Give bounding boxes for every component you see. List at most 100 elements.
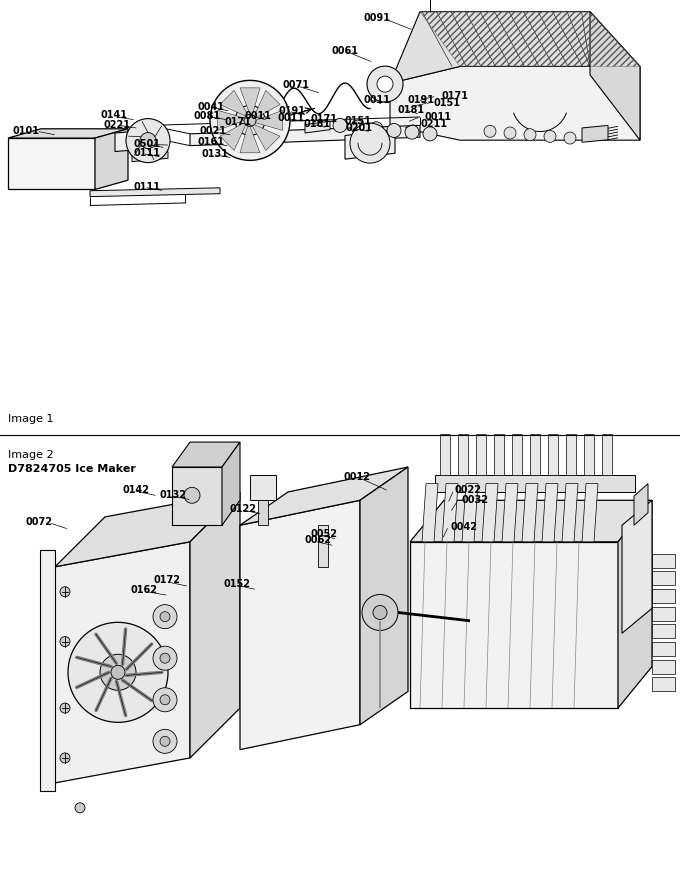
Polygon shape [634, 484, 648, 525]
Text: Image 2: Image 2 [8, 450, 54, 460]
Text: 0081: 0081 [193, 111, 220, 121]
Polygon shape [548, 434, 558, 476]
Circle shape [377, 77, 393, 93]
Polygon shape [652, 625, 675, 639]
Polygon shape [252, 126, 280, 152]
Polygon shape [95, 129, 128, 190]
Circle shape [351, 121, 365, 135]
Polygon shape [476, 434, 486, 476]
Polygon shape [220, 123, 245, 152]
Polygon shape [390, 67, 640, 141]
Text: 0101: 0101 [12, 126, 39, 136]
Polygon shape [494, 434, 504, 476]
Polygon shape [360, 468, 408, 725]
Polygon shape [220, 91, 248, 117]
Polygon shape [652, 589, 675, 603]
Polygon shape [55, 542, 190, 783]
Polygon shape [115, 129, 165, 152]
Polygon shape [240, 127, 260, 153]
Polygon shape [502, 484, 518, 542]
Polygon shape [250, 476, 276, 501]
Polygon shape [522, 484, 538, 542]
Text: 0071: 0071 [282, 80, 309, 90]
Circle shape [362, 595, 398, 631]
Text: 0171: 0171 [224, 117, 252, 127]
Circle shape [350, 124, 390, 164]
Polygon shape [55, 493, 240, 567]
Circle shape [367, 67, 403, 103]
Polygon shape [582, 127, 608, 144]
Polygon shape [254, 91, 280, 119]
Circle shape [235, 106, 265, 136]
Polygon shape [240, 468, 408, 525]
Circle shape [140, 134, 156, 150]
Text: 0111: 0111 [133, 182, 160, 192]
Polygon shape [240, 501, 360, 750]
Circle shape [153, 647, 177, 671]
Circle shape [126, 120, 170, 163]
Polygon shape [258, 501, 268, 525]
Circle shape [75, 803, 85, 812]
Polygon shape [652, 554, 675, 568]
Polygon shape [566, 434, 576, 476]
Circle shape [68, 623, 168, 722]
Circle shape [60, 637, 70, 647]
Text: 0122: 0122 [230, 503, 257, 513]
Text: 0111: 0111 [133, 148, 160, 159]
Polygon shape [222, 443, 240, 525]
Polygon shape [8, 139, 95, 190]
Text: 0052: 0052 [310, 528, 337, 538]
Polygon shape [530, 434, 540, 476]
Text: 0171: 0171 [442, 91, 469, 101]
Polygon shape [8, 129, 128, 139]
Polygon shape [590, 12, 640, 141]
Polygon shape [462, 484, 478, 542]
Polygon shape [410, 501, 652, 542]
Text: 0141: 0141 [101, 111, 128, 120]
Text: 0061: 0061 [332, 45, 359, 56]
Circle shape [160, 654, 170, 664]
Circle shape [210, 82, 290, 161]
Polygon shape [602, 434, 612, 476]
Text: 0181: 0181 [303, 119, 330, 128]
Polygon shape [652, 678, 675, 692]
Polygon shape [132, 152, 168, 162]
Polygon shape [410, 542, 618, 708]
Text: D7824705 Ice Maker: D7824705 Ice Maker [8, 464, 136, 474]
Text: 0172: 0172 [154, 575, 181, 585]
Circle shape [160, 612, 170, 622]
Circle shape [100, 655, 136, 690]
Circle shape [423, 128, 437, 142]
Circle shape [244, 115, 256, 128]
Circle shape [153, 729, 177, 753]
Circle shape [153, 688, 177, 712]
Text: 0152: 0152 [223, 578, 250, 588]
Circle shape [484, 126, 496, 138]
Polygon shape [172, 443, 240, 468]
Circle shape [369, 122, 383, 136]
Text: 0171: 0171 [310, 113, 337, 124]
Text: 0011: 0011 [424, 112, 452, 122]
Circle shape [60, 703, 70, 713]
Polygon shape [390, 12, 640, 84]
Polygon shape [345, 130, 395, 160]
Circle shape [111, 665, 125, 680]
Polygon shape [256, 111, 282, 131]
Text: 0131: 0131 [201, 149, 228, 159]
Polygon shape [542, 484, 558, 542]
Text: 0011: 0011 [364, 95, 391, 105]
Circle shape [373, 606, 387, 620]
Circle shape [60, 753, 70, 763]
Text: 0151: 0151 [344, 116, 371, 126]
Polygon shape [652, 571, 675, 586]
Polygon shape [172, 468, 222, 525]
Text: 0142: 0142 [122, 484, 150, 494]
Polygon shape [190, 127, 420, 146]
Text: 0032: 0032 [461, 495, 488, 505]
Polygon shape [622, 501, 652, 633]
Text: 0221: 0221 [103, 120, 131, 129]
Text: 0021: 0021 [200, 127, 227, 136]
Text: 0161: 0161 [197, 137, 224, 147]
Text: 0191: 0191 [279, 106, 306, 116]
Circle shape [153, 605, 177, 629]
